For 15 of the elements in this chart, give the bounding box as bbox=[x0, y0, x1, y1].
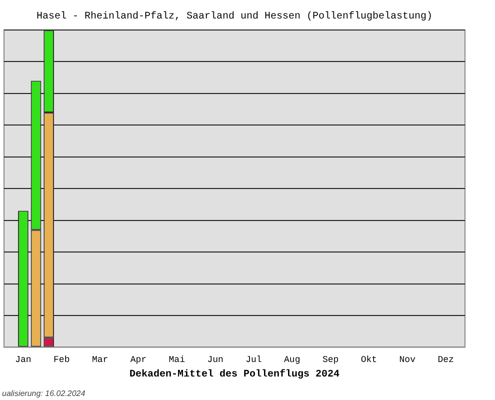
x-tick-label: Nov bbox=[399, 354, 416, 365]
x-tick-label: Jun bbox=[207, 354, 224, 365]
chart-title: Hasel - Rheinland-Pfalz, Saarland und Hessen (Pollenflugbelastung) bbox=[36, 10, 433, 23]
x-tick-label: Dez bbox=[438, 354, 454, 365]
x-tick-label: Okt bbox=[360, 354, 378, 365]
x-tick-label: Jul bbox=[246, 354, 262, 365]
x-tick-label: Sep bbox=[322, 354, 339, 365]
x-tick-label: Mai bbox=[168, 354, 185, 365]
text: ualisierung: 16.02.2024 bbox=[2, 389, 86, 398]
x-tick-label: Mar bbox=[92, 354, 108, 365]
x-tick-label: Jan bbox=[15, 354, 32, 365]
x-tick-label: Aug bbox=[284, 354, 300, 365]
x-tick-label: Apr bbox=[130, 354, 147, 365]
x-tick-label: Feb bbox=[54, 354, 70, 365]
x-axis-title: Dekaden-Mittel des Pollenflugs 2024 bbox=[129, 368, 340, 381]
